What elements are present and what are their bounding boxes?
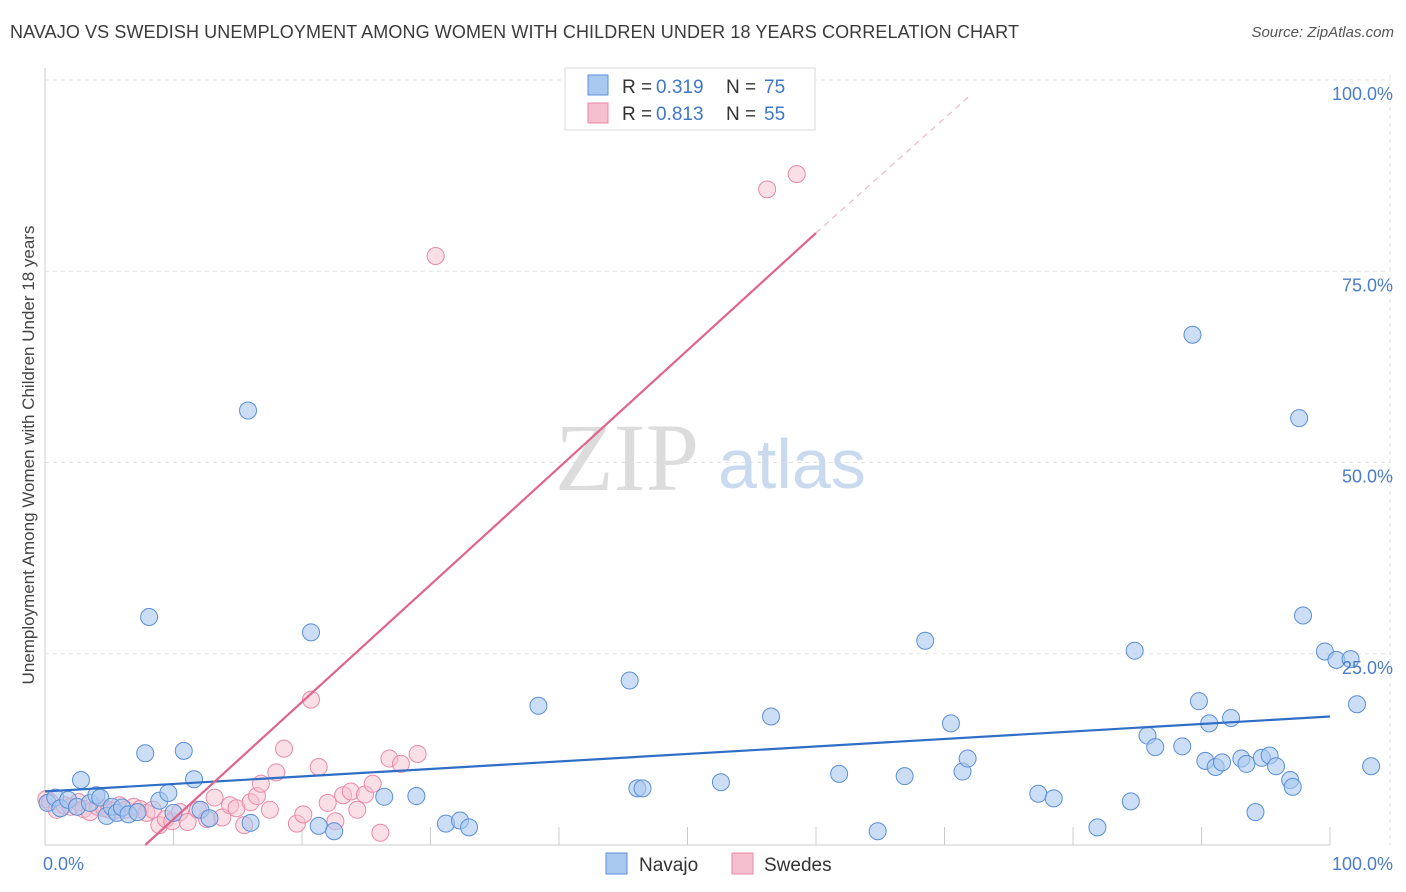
navajo-point (407, 787, 426, 806)
navajo-point (1267, 757, 1286, 776)
navajo-point (1283, 777, 1302, 796)
swedes-point (348, 800, 367, 819)
navajo-point (71, 770, 90, 789)
bottom-legend-label-navajo: Navajo (639, 855, 698, 876)
swedes-point (391, 754, 410, 773)
navajo-point (241, 813, 260, 832)
navajo-point (140, 608, 159, 627)
swedes-point (301, 690, 320, 709)
bottom-legend-swatch-swedes (731, 852, 754, 875)
y-tick-label: 50.0% (1342, 467, 1393, 487)
swedes-point (408, 744, 427, 763)
swedes-trend-extension (815, 94, 971, 234)
navajo-point (1222, 709, 1241, 728)
navajo-point (1121, 792, 1140, 811)
navajo-point (711, 773, 730, 792)
navajo-point (941, 714, 960, 733)
top-legend: R = 0.319 N = 75 R = 0.813 N = 55 (564, 67, 816, 131)
swedes-point (363, 774, 382, 793)
navajo-point (301, 623, 320, 642)
x-tick-label-min: 0.0% (43, 854, 84, 874)
legend-r-value-navajo: 0.319 (656, 77, 704, 98)
swedes-point (758, 180, 777, 199)
y-tick-label: 100.0% (1332, 84, 1393, 104)
bottom-legend-swatch-navajo (605, 852, 628, 875)
watermark-zip: ZIP (555, 404, 699, 511)
swedes-point (309, 757, 328, 776)
navajo-point (529, 696, 548, 715)
swedes-point (275, 739, 294, 758)
navajo-point (1294, 606, 1313, 625)
navajo-trend-line (44, 715, 1331, 793)
navajo-point (1237, 754, 1256, 773)
navajo-point (375, 787, 394, 806)
y-tick-label: 25.0% (1342, 658, 1393, 678)
swedes-trend-line (144, 232, 817, 846)
legend-r-value-swedes: 0.813 (656, 104, 704, 125)
navajo-point (1173, 737, 1192, 756)
y-axis-label: Unemployment Among Women with Children U… (19, 226, 38, 685)
navajo-point (1029, 784, 1048, 803)
navajo-point (128, 803, 147, 822)
navajo-points (38, 325, 1381, 841)
navajo-point (762, 707, 781, 726)
legend-n-label-navajo: N = (726, 77, 756, 98)
navajo-point (460, 818, 479, 837)
navajo-point (1183, 325, 1202, 344)
navajo-point (895, 767, 914, 786)
navajo-point (1362, 757, 1381, 776)
navajo-point (1088, 818, 1107, 837)
swedes-point (178, 813, 197, 832)
y-tick-label: 75.0% (1342, 275, 1393, 295)
navajo-point (185, 770, 204, 789)
bottom-legend: Navajo Swedes (605, 852, 832, 876)
navajo-point (633, 779, 652, 798)
navajo-point (1246, 803, 1265, 822)
swedes-point (205, 788, 224, 807)
watermark-atlas: atlas (718, 425, 866, 503)
legend-swatch-navajo (587, 74, 609, 96)
navajo-point (174, 741, 193, 760)
swedes-point (260, 800, 279, 819)
navajo-point (830, 764, 849, 783)
navajo-point (916, 631, 935, 650)
navajo-point (868, 822, 887, 841)
swedes-point (318, 793, 337, 812)
swedes-point (371, 823, 390, 842)
navajo-point (309, 816, 328, 835)
tick-labels: 100.0% 75.0% 50.0% 25.0% 0.0% 100.0% (43, 84, 1393, 874)
navajo-point (958, 749, 977, 768)
legend-swatch-swedes (587, 102, 609, 124)
chart-title: NAVAJO VS SWEDISH UNEMPLOYMENT AMONG WOM… (10, 22, 1020, 42)
navajo-point (1213, 753, 1232, 772)
navajo-point (239, 401, 258, 420)
swedes-point (294, 805, 313, 824)
swedes-point (267, 763, 286, 782)
legend-r-label-navajo: R = (622, 77, 652, 98)
source-credit: Source: ZipAtlas.com (1251, 24, 1394, 41)
trend-lines (44, 94, 1331, 846)
navajo-point (1347, 695, 1366, 714)
legend-r-label-swedes: R = (622, 104, 652, 125)
navajo-point (200, 809, 219, 828)
legend-n-value-navajo: 75 (764, 77, 785, 98)
navajo-point (159, 783, 178, 802)
swedes-point (426, 246, 445, 265)
bottom-legend-label-swedes: Swedes (764, 855, 832, 876)
navajo-point (1341, 650, 1360, 669)
swedes-point (787, 165, 806, 184)
navajo-point (136, 744, 155, 763)
navajo-point (1146, 738, 1165, 757)
navajo-point (1044, 789, 1063, 808)
navajo-point (1189, 692, 1208, 711)
navajo-point (1290, 409, 1309, 428)
legend-n-value-swedes: 55 (764, 104, 785, 125)
navajo-point (1125, 641, 1144, 660)
navajo-point (325, 822, 344, 841)
navajo-point (620, 671, 639, 690)
x-tick-label-max: 100.0% (1332, 854, 1393, 874)
legend-n-label-swedes: N = (726, 104, 756, 125)
